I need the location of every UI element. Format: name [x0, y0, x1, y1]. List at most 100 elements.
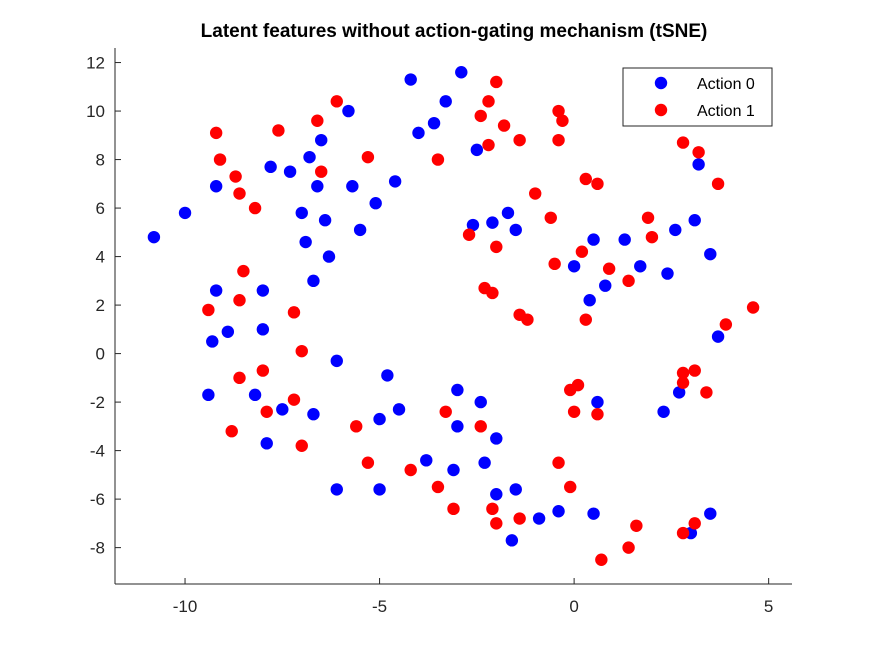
scatter-point — [599, 279, 612, 292]
scatter-point — [587, 233, 600, 246]
scatter-point — [575, 245, 589, 258]
scatter-point — [552, 133, 565, 147]
scatter-point — [455, 66, 468, 79]
scatter-point — [486, 286, 499, 300]
scatter-point — [704, 507, 717, 520]
series-1 — [202, 75, 760, 566]
scatter-point — [704, 247, 717, 261]
scatter-point — [295, 439, 308, 452]
scatter-point — [497, 119, 511, 132]
scatter-point — [248, 201, 262, 215]
scatter-point — [373, 483, 386, 496]
scatter-point — [641, 211, 655, 224]
scatter-point — [564, 480, 577, 494]
scatter-point — [315, 133, 328, 147]
scatter-point — [439, 95, 452, 108]
scatter-point — [501, 206, 515, 220]
scatter-point — [711, 330, 725, 343]
scatter-point — [509, 483, 522, 496]
scatter-point — [490, 517, 503, 530]
scatter-point — [466, 218, 480, 232]
scatter-point — [661, 267, 674, 280]
scatter-point — [373, 412, 386, 426]
scatter-point — [676, 376, 690, 389]
scatter-point — [233, 187, 246, 200]
series-0 — [147, 66, 725, 547]
scatter-point — [307, 408, 320, 421]
y-tick-label: -8 — [90, 539, 105, 558]
scatter-point — [544, 211, 557, 224]
axes: -10 -5 0 5 -8 -6 -4 -2 0 2 4 6 8 10 12 — [86, 48, 792, 616]
scatter-point — [318, 213, 332, 227]
scatter-point — [451, 420, 464, 433]
scatter-point — [591, 395, 604, 409]
y-tick-label: 6 — [96, 199, 105, 218]
scatter-point — [486, 502, 499, 516]
scatter-point — [451, 383, 464, 397]
scatter-point — [225, 425, 238, 438]
scatter-point — [509, 223, 522, 237]
scatter-point — [381, 369, 394, 382]
y-tick-label: 10 — [86, 102, 105, 121]
scatter-point — [505, 534, 519, 547]
scatter-point — [548, 257, 561, 271]
scatter-point — [209, 180, 223, 193]
scatter-point — [645, 230, 659, 244]
scatter-point — [490, 240, 503, 254]
scatter-point — [342, 104, 355, 118]
scatter-point — [490, 488, 503, 501]
scatter-point — [330, 95, 343, 108]
scatter-point — [213, 153, 227, 166]
scatter-point — [311, 114, 324, 127]
x-tick-label: -5 — [372, 597, 387, 616]
y-tick-label: 12 — [86, 54, 105, 73]
scatter-point — [276, 403, 289, 416]
x-tick-label: -10 — [173, 597, 198, 616]
scatter-point — [579, 313, 592, 326]
y-tick-label: 4 — [96, 248, 105, 267]
scatter-point — [583, 294, 596, 307]
scatter-point — [634, 260, 647, 273]
scatter-point — [552, 505, 565, 518]
scatter-point — [669, 223, 682, 237]
scatter-point — [591, 177, 604, 191]
legend-label: Action 1 — [697, 103, 755, 120]
scatter-point — [486, 216, 499, 229]
scatter-point — [202, 388, 215, 402]
legend-marker — [654, 103, 668, 117]
scatter-point — [470, 143, 484, 157]
chart-title: Latent features without action-gating me… — [201, 21, 708, 42]
scatter-point — [529, 187, 542, 200]
scatter-point — [295, 206, 308, 220]
scatter-point — [369, 197, 382, 210]
scatter-point — [388, 175, 402, 188]
scatter-point — [330, 354, 343, 368]
scatter-point — [404, 73, 417, 86]
scatter-point — [490, 75, 503, 89]
y-tick-label: -4 — [90, 442, 105, 461]
scatter-point — [532, 512, 546, 525]
scatter-point — [233, 294, 246, 307]
scatter-point — [462, 228, 476, 241]
y-tick-label: 8 — [96, 151, 105, 170]
scatter-point — [420, 454, 433, 467]
scatter-point — [474, 395, 487, 409]
scatter-point — [439, 405, 452, 419]
scatter-point — [692, 158, 705, 171]
scatter-point — [513, 512, 526, 525]
scatter-point — [283, 165, 297, 178]
legend-box — [622, 67, 773, 127]
scatter-point — [206, 335, 219, 348]
scatter-point — [256, 323, 270, 336]
scatter-point — [361, 456, 375, 469]
scatter-point — [303, 150, 316, 164]
scatter-point — [209, 126, 223, 140]
scatter-point — [447, 463, 460, 477]
scatter-point — [353, 223, 367, 237]
scatter-point — [567, 260, 581, 273]
legend: Action 0 Action 1 — [622, 67, 773, 127]
y-tick-label: 0 — [96, 345, 105, 364]
scatter-point — [521, 313, 534, 326]
x-tick-label: 5 — [764, 597, 773, 616]
